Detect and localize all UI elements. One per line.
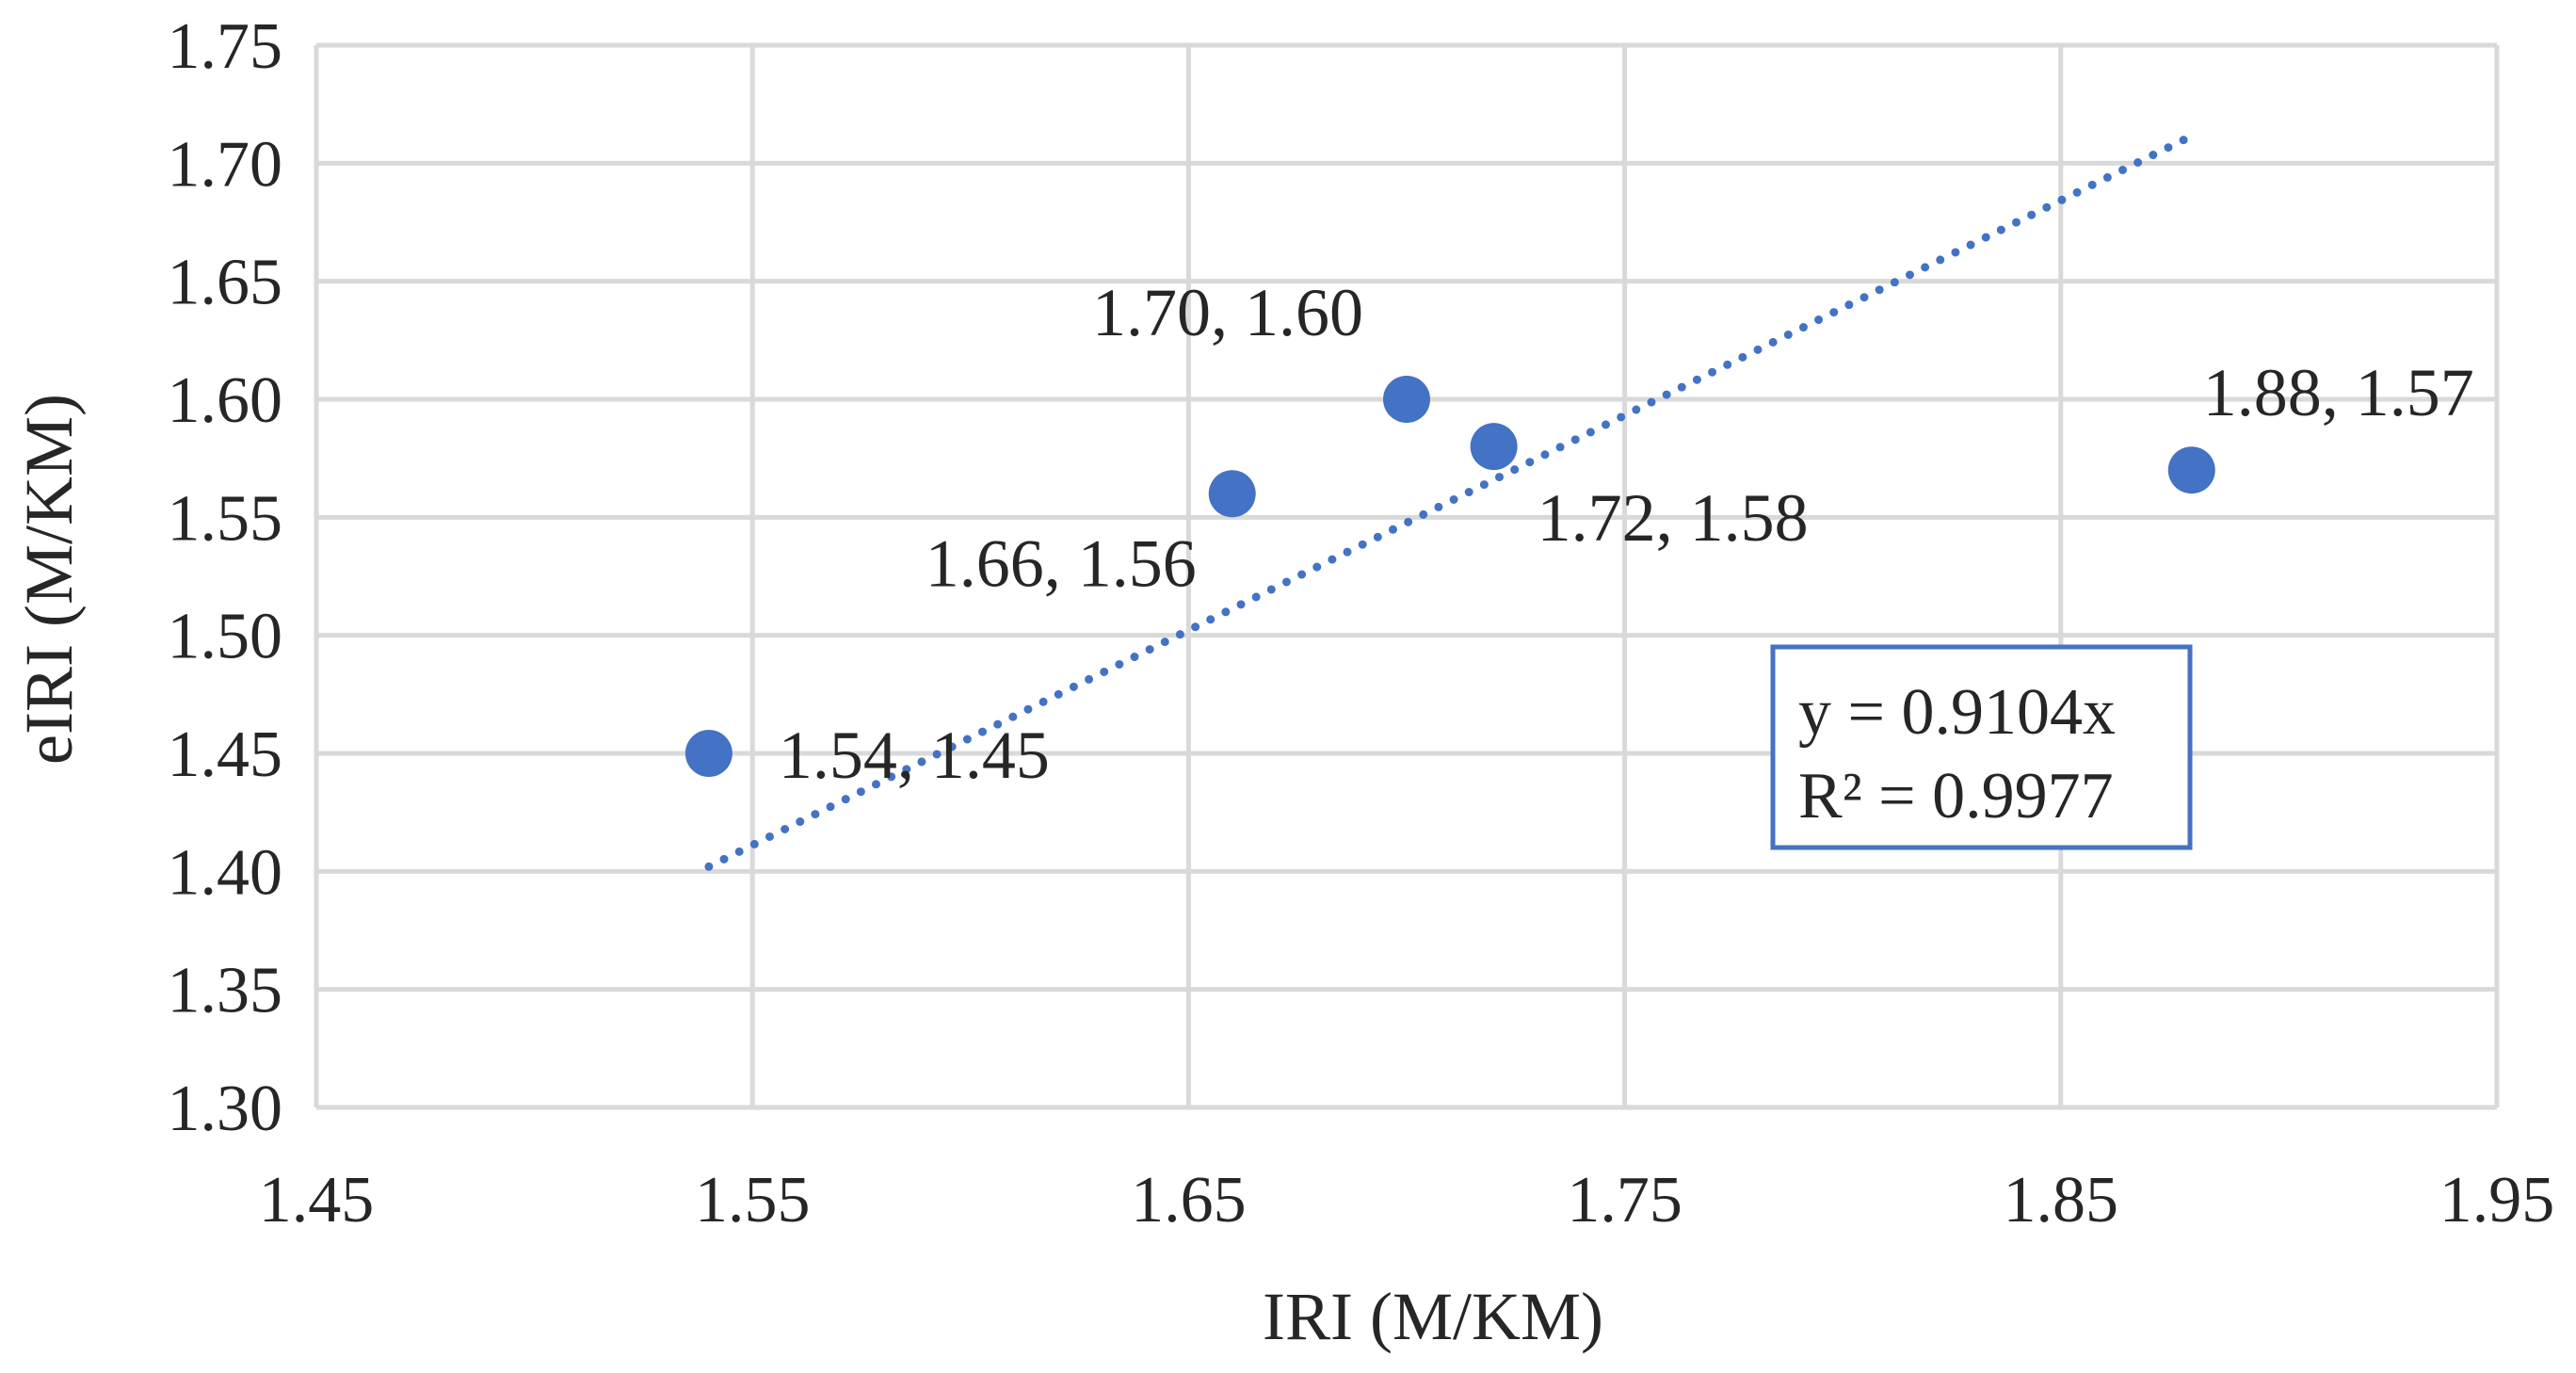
x-axis-title: IRI (M/KM) <box>1263 1279 1603 1354</box>
y-tick-label: 1.50 <box>168 601 283 673</box>
x-tick-label: 1.65 <box>1131 1164 1247 1236</box>
tick-labels: 1.30 1.35 1.40 1.45 1.50 1.55 1.60 1.65 1.70 1.75… <box>168 10 2555 1236</box>
y-axis-title: eIRI (M/KM) <box>11 394 87 765</box>
data-label: 1.66, 1.56 <box>926 525 1197 601</box>
data-labels: 1.54, 1.45 1.66, 1.56 1.70, 1.60 1.72, 1.58… <box>779 275 2474 793</box>
trendline-equation: y = 0.9104x <box>1798 676 2116 749</box>
data-point <box>1383 376 1430 423</box>
y-tick-label: 1.30 <box>168 1073 283 1145</box>
y-tick-label: 1.45 <box>168 719 283 791</box>
data-label: 1.72, 1.58 <box>1538 480 1809 556</box>
x-tick-label: 1.55 <box>695 1164 811 1236</box>
data-point <box>684 730 733 777</box>
x-tick-label: 1.85 <box>2004 1164 2119 1236</box>
y-tick-label: 1.40 <box>168 836 283 909</box>
trendline <box>704 131 2197 871</box>
data-point <box>2167 446 2215 494</box>
x-tick-label: 1.45 <box>259 1164 375 1236</box>
data-label: 1.54, 1.45 <box>779 718 1050 793</box>
data-points <box>684 376 2215 777</box>
data-label: 1.88, 1.57 <box>2203 355 2474 430</box>
y-tick-label: 1.65 <box>168 247 283 319</box>
x-tick-label: 1.75 <box>1567 1164 1682 1236</box>
x-tick-label: 1.95 <box>2439 1164 2555 1236</box>
trendline-equation-box: y = 0.9104x R² = 0.9977 <box>1770 644 2193 850</box>
y-tick-label: 1.60 <box>168 364 283 437</box>
y-tick-label: 1.55 <box>168 482 283 555</box>
data-point <box>1470 423 1518 471</box>
trendline-r-squared: R² = 0.9977 <box>1798 760 2114 832</box>
data-point <box>1208 470 1256 518</box>
equation-box-border <box>1770 644 2193 850</box>
data-label: 1.70, 1.60 <box>1092 275 1363 350</box>
grid <box>314 42 2500 1110</box>
y-tick-label: 1.75 <box>168 10 283 83</box>
y-tick-label: 1.35 <box>168 955 283 1027</box>
y-tick-label: 1.70 <box>168 128 283 201</box>
trendline-group <box>704 131 2197 871</box>
